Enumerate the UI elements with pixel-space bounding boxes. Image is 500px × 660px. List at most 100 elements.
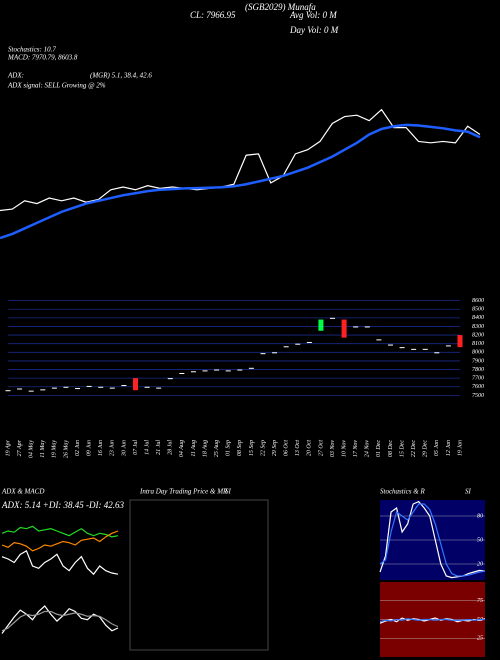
x-tick-label: 13 Oct: [295, 440, 301, 456]
x-tick-label: 01 Dec: [376, 440, 382, 457]
x-tick-label: 24 Nov: [364, 440, 371, 458]
candle-body: [63, 386, 69, 388]
y-tick-label: 8600: [472, 298, 484, 304]
series-line: [1, 525, 119, 538]
x-tick-label: 29 Sep: [272, 440, 278, 456]
x-tick-label: 04 May: [28, 440, 35, 458]
x-tick-label: 11 May: [40, 440, 46, 458]
annotation: ADX:: [7, 72, 24, 80]
panel-subtitle: SI: [465, 488, 472, 496]
x-tick-label: 23 Jun: [110, 440, 116, 456]
candle-body: [132, 378, 138, 391]
annotation: Avg Vol: 0 M: [289, 10, 337, 20]
series-line: [1, 549, 119, 576]
panel-frame: [129, 499, 269, 651]
candle-body: [75, 388, 81, 390]
x-tick-label: 06 Oct: [284, 440, 290, 456]
candle-body: [376, 339, 382, 341]
candle-body: [17, 388, 23, 390]
candle-body: [283, 346, 289, 348]
candle-body: [167, 378, 173, 380]
series-line: [0, 123, 481, 240]
candle-body: [445, 345, 451, 347]
x-tick-label: 09 Jun: [87, 440, 93, 456]
y-tick-label: 7800: [472, 367, 484, 373]
y-tick-label: 8300: [472, 324, 484, 330]
x-tick-label: 28 Jul: [168, 440, 174, 455]
y-tick-label: 8200: [472, 332, 484, 338]
x-tick-label: 07 Jul: [133, 440, 139, 455]
x-tick-label: 14 Jul: [143, 440, 150, 455]
candle-body: [353, 326, 359, 328]
panel-title: Intra Day Trading Price & MR: [139, 488, 228, 496]
x-tick-label: 27 Apr: [17, 439, 23, 456]
candle-body: [260, 353, 266, 355]
x-tick-label: 08 Dec: [388, 440, 394, 457]
x-tick-label: 19 May: [52, 440, 58, 458]
y-tick-label: 7500: [472, 393, 484, 399]
candle-body: [121, 385, 127, 387]
candle-body: [51, 387, 57, 389]
candle-body: [40, 389, 46, 391]
candle-body: [144, 386, 150, 388]
x-tick-label: 19 Apr: [5, 439, 11, 456]
x-tick-label: 15 Dec: [399, 440, 405, 457]
annotation: MACD: 7970.79, 8603.8: [7, 54, 78, 62]
annotation: CL: 7966.95: [190, 10, 236, 20]
candle-body: [387, 344, 393, 346]
candle-body: [399, 347, 405, 349]
candle-body: [225, 370, 231, 372]
candle-body: [341, 319, 347, 338]
x-tick-label: 12 Jan: [446, 440, 452, 456]
y-tick-label: 7700: [472, 376, 484, 382]
candle-body: [330, 317, 336, 319]
panel-title: Stochastics & R: [380, 488, 425, 496]
x-tick-label: 04 Aug: [178, 440, 185, 457]
x-tick-label: 15 Sep: [249, 440, 255, 456]
candle-body: [364, 326, 370, 328]
candle-body: [457, 335, 463, 348]
candle-body: [318, 319, 324, 331]
x-tick-label: 26 May: [63, 440, 69, 458]
x-tick-label: 05 Jan: [434, 440, 440, 456]
candle-body: [156, 387, 162, 389]
candle-body: [109, 387, 115, 389]
candle-body: [202, 370, 208, 372]
x-tick-label: 27 Oct: [318, 440, 324, 456]
annotation: Day Vol: 0 M: [289, 25, 339, 35]
x-tick-label: 22 Sep: [260, 440, 266, 456]
panel-subtitle: SI: [225, 488, 232, 496]
y-tick-label: 20: [477, 561, 483, 567]
annotation: Stochastics: 10.7: [8, 46, 56, 54]
candle-body: [434, 352, 440, 354]
annotation: (MGR) 5.1, 38.4, 42.6: [90, 72, 152, 80]
x-tick-label: 16 Jun: [98, 440, 104, 456]
panel-title: ADX & MACD: [1, 488, 44, 496]
x-tick-label: 10 Nov: [341, 440, 347, 458]
series-line: [1, 530, 119, 552]
x-tick-label: 19 Jan: [457, 440, 463, 456]
x-tick-label: 20 Oct: [307, 440, 313, 456]
candle-body: [5, 390, 11, 392]
y-tick-label: 8100: [472, 341, 484, 347]
x-tick-label: 08 Sep: [237, 440, 243, 456]
candle-body: [422, 348, 428, 350]
candle-body: [248, 367, 254, 369]
y-tick-label: 8500: [472, 307, 484, 313]
series-line: [379, 618, 485, 623]
candle-body: [86, 385, 92, 387]
x-tick-label: 21 Jul: [156, 440, 162, 455]
x-tick-label: 30 Jun: [121, 440, 127, 457]
x-tick-label: 17 Nov: [353, 440, 359, 458]
x-tick-label: 25 Aug: [214, 440, 220, 457]
series-line: [0, 108, 481, 212]
series-line: [1, 610, 119, 632]
y-tick-label: 8000: [472, 350, 484, 356]
candle-body: [190, 371, 196, 373]
y-tick-label: 50: [477, 537, 483, 543]
y-tick-label: 75: [477, 598, 483, 604]
x-tick-label: 18 Aug: [202, 440, 208, 457]
x-tick-label: 03 Nov: [330, 440, 336, 458]
